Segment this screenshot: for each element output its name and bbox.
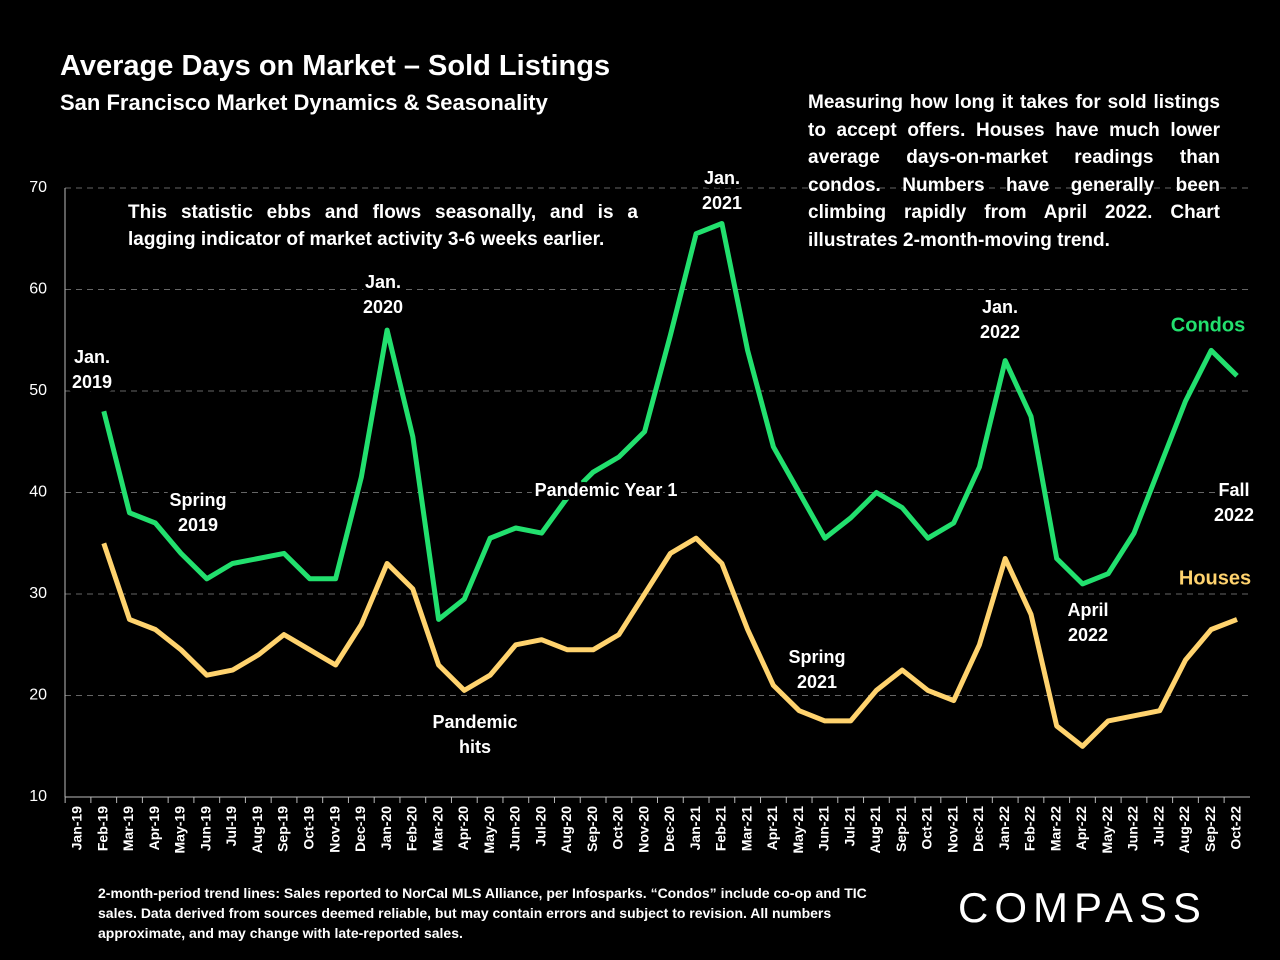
x-tick-label: Oct-22 [1228,806,1244,850]
y-tick-label: 50 [29,382,47,399]
chart-title: Average Days on Market – Sold Listings [60,50,611,82]
annotation: Pandemic [432,712,517,732]
annotation: 2021 [797,672,837,692]
x-tick-label: Aug-22 [1176,806,1192,854]
x-tick-label: Sep-22 [1202,806,1218,852]
annotation: 2019 [178,515,218,535]
chart-subtitle: San Francisco Market Dynamics & Seasonal… [60,90,548,115]
x-tick-label: Apr-21 [764,806,780,851]
x-tick-label: Aug-20 [558,806,574,854]
x-tick-label: Jul-21 [841,806,857,847]
x-tick-label: Dec-21 [970,806,986,852]
annotation: Jan. [982,297,1018,317]
annotation: 2022 [980,322,1020,342]
x-tick-label: Aug-21 [867,806,883,854]
x-tick-label: May-22 [1099,806,1115,854]
x-tick-label: Jun-19 [197,806,213,851]
x-tick-label: Feb-19 [94,806,110,851]
x-tick-label: Dec-19 [352,806,368,852]
annotation: 2021 [702,193,742,213]
legend-label: Condos [1171,314,1245,336]
x-tick-label: Sep-19 [275,806,291,852]
annotation: Jan. [704,168,740,188]
x-tick-label: May-21 [790,806,806,854]
annotation: Jan. [365,272,401,292]
description: Measuring how long it takes for sold lis… [808,92,1220,251]
annotation: 2020 [363,297,403,317]
note: This statistic ebbs and flows seasonally… [128,202,638,250]
x-tick-label: Apr-19 [146,806,162,851]
x-tick-label: Feb-21 [713,806,729,851]
y-tick-label: 70 [29,179,47,196]
x-tick-label: May-20 [481,806,497,854]
footnote: 2-month-period trend lines: Sales report… [98,885,867,941]
x-tick-label: Oct-20 [610,806,626,850]
x-tick-label: May-19 [172,806,188,854]
x-tick-label: Nov-20 [635,806,651,853]
annotation: 2022 [1068,625,1108,645]
annotation: Pandemic Year 1 [535,480,678,500]
x-tick-label: Jun-22 [1125,806,1141,851]
x-tick-label: Mar-22 [1047,806,1063,851]
x-tick-label: Jun-20 [507,806,523,851]
x-tick-label: Jun-21 [816,806,832,851]
annotation: Fall [1218,480,1249,500]
y-tick-label: 30 [29,585,47,602]
x-tick-label: Feb-22 [1022,806,1038,851]
annotation: 2022 [1214,505,1254,525]
annotation: Spring [170,490,227,510]
x-tick-label: Sep-21 [893,806,909,852]
series-line [101,535,1238,749]
x-tick-label: Apr-20 [455,806,471,851]
x-tick-label: Mar-21 [738,806,754,851]
x-tick-label: Jan-22 [996,806,1012,851]
annotation: hits [459,737,491,757]
x-tick-label: Feb-20 [404,806,420,851]
logo: COMPASS [958,884,1207,931]
x-tick-label: Jan-19 [69,806,85,851]
x-tick-label: Jul-20 [532,806,548,847]
x-tick-label: Mar-20 [429,806,445,851]
x-tick-label: Oct-21 [919,806,935,850]
x-tick-label: Jul-19 [223,806,239,847]
y-tick-label: 10 [29,788,47,805]
x-tick-label: Mar-19 [120,806,136,851]
x-tick-label: Oct-19 [301,806,317,850]
y-tick-label: 20 [29,687,47,704]
legend-label: Houses [1179,567,1251,589]
x-tick-label: Jan-21 [687,806,703,851]
x-tick-label: Dec-20 [661,806,677,852]
x-tick-label: Apr-22 [1073,806,1089,851]
annotation: April [1067,600,1108,620]
series-line [101,221,1239,622]
annotation: Jan. [74,347,110,367]
x-tick-label: Sep-20 [584,806,600,852]
y-tick-label: 40 [29,484,47,501]
annotation: Spring [789,647,846,667]
x-tick-label: Nov-19 [326,806,342,853]
x-tick-label: Aug-19 [249,806,265,854]
x-tick-label: Nov-21 [944,806,960,853]
y-tick-label: 60 [29,281,47,298]
annotation: 2019 [72,372,112,392]
x-tick-label: Jan-20 [378,806,394,851]
x-tick-label: Jul-22 [1150,806,1166,847]
